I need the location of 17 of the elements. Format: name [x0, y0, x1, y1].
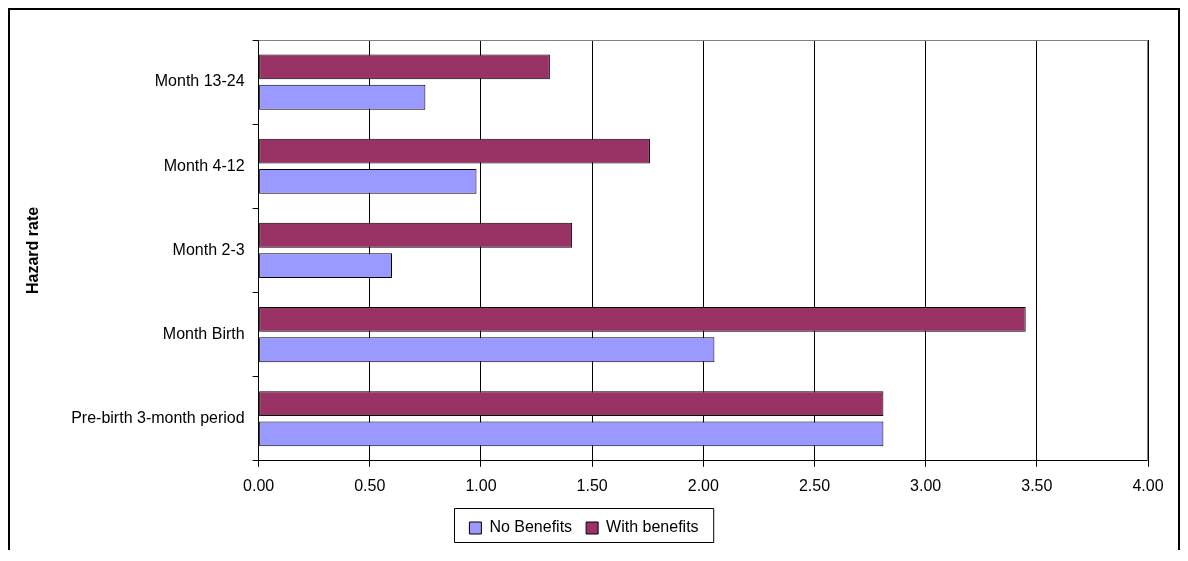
y-axis-title: Hazard rate [24, 206, 42, 294]
y-tick-label: Pre-birth 3-month period [71, 409, 245, 427]
x-tick-label: 3.00 [910, 476, 942, 494]
y-tick-label: Month 2-3 [172, 240, 245, 258]
x-tick-label: 1.00 [465, 476, 497, 494]
x-tick-label: 1.50 [576, 476, 608, 494]
x-tick-label: 0.50 [354, 476, 386, 494]
x-tick-label: 4.00 [1132, 476, 1164, 494]
x-tick-label: 3.50 [1021, 476, 1053, 494]
x-tick-label: 0.00 [243, 476, 275, 494]
y-tick-label: Month Birth [162, 324, 245, 342]
x-tick-label: 2.50 [798, 476, 831, 494]
legend-label: No Benefits [489, 518, 573, 536]
legend-label: With benefits [606, 518, 699, 536]
y-tick-label: Month 4-12 [163, 156, 245, 174]
x-tick-label: 2.00 [687, 476, 719, 494]
y-tick-label: Month 13-24 [154, 72, 245, 90]
